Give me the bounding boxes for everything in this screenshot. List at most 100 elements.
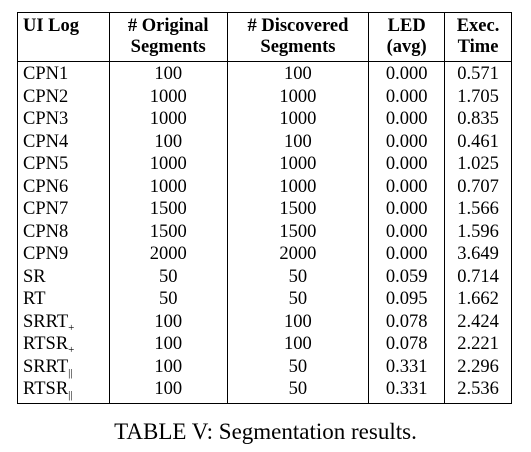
table-row: RT 50 50 0.095 1.662 — [17, 288, 512, 311]
ui-log-name: CPN6 — [23, 176, 69, 197]
cell-original-segments: 100 — [108, 378, 228, 404]
table-row: SRRT+ 100 100 0.078 2.424 — [17, 310, 512, 334]
cell-ui-log: RT — [17, 288, 110, 311]
header-ui-log: UI Log — [17, 12, 110, 62]
cell-discovered-segments: 1000 — [226, 153, 370, 176]
cell-discovered-segments: 50 — [226, 378, 370, 404]
cell-ui-log: CPN3 — [17, 108, 110, 131]
ui-log-name: CPN2 — [23, 86, 69, 107]
table-row: CPN4 100 100 0.000 0.461 — [17, 130, 512, 153]
table-row: RTSR+ 100 100 0.078 2.221 — [17, 333, 512, 356]
cell-original-segments: 1000 — [108, 108, 228, 131]
cell-led-avg: 0.000 — [368, 85, 446, 108]
cell-led-avg: 0.059 — [368, 265, 446, 288]
header-discovered-line2: Segments — [260, 37, 336, 57]
cell-led-avg: 0.000 — [368, 198, 446, 221]
cell-led-avg: 0.331 — [368, 378, 446, 404]
cell-ui-log: CPN5 — [17, 153, 110, 176]
cell-led-avg: 0.000 — [368, 153, 446, 176]
cell-led-avg: 0.000 — [368, 108, 446, 131]
cell-led-avg: 0.078 — [368, 333, 446, 356]
cell-ui-log: CPN2 — [17, 85, 110, 108]
table-row: CPN7 1500 1500 0.000 1.566 — [17, 198, 512, 221]
cell-original-segments: 100 — [108, 310, 228, 333]
cell-exec-time: 1.566 — [444, 198, 512, 221]
ui-log-subscript: || — [68, 366, 73, 379]
header-discovered-segments: # Discovered Segments — [226, 12, 370, 62]
cell-ui-log: SRRT|| — [17, 355, 110, 379]
cell-exec-time: 1.662 — [444, 288, 512, 311]
header-exec-line2: Time — [457, 37, 499, 57]
table-row: RTSR|| 100 50 0.331 2.536 — [17, 378, 512, 404]
segmentation-results-table: UI Log # Original Segments # Discovered … — [17, 12, 512, 404]
header-exec-time: Exec. Time — [444, 12, 512, 62]
cell-ui-log: CPN7 — [17, 198, 110, 221]
table-row: CPN9 2000 2000 0.000 3.649 — [17, 243, 512, 266]
table-row: CPN1 100 100 0.000 0.571 — [17, 61, 512, 86]
cell-original-segments: 2000 — [108, 243, 228, 266]
table-row: CPN3 1000 1000 0.000 0.835 — [17, 108, 512, 131]
ui-log-name: CPN4 — [23, 131, 69, 152]
ui-log-name: SR — [23, 266, 46, 287]
cell-discovered-segments: 50 — [226, 355, 370, 378]
cell-ui-log: CPN1 — [17, 61, 110, 86]
cell-original-segments: 100 — [108, 333, 228, 356]
cell-discovered-segments: 100 — [226, 333, 370, 356]
cell-discovered-segments: 2000 — [226, 243, 370, 266]
header-original-line1: # Original — [127, 16, 209, 36]
cell-discovered-segments: 1000 — [226, 108, 370, 131]
cell-ui-log: CPN9 — [17, 243, 110, 266]
cell-exec-time: 0.707 — [444, 175, 512, 198]
cell-original-segments: 1000 — [108, 85, 228, 108]
cell-discovered-segments: 50 — [226, 265, 370, 288]
cell-led-avg: 0.000 — [368, 130, 446, 153]
ui-log-subscript: + — [68, 344, 75, 356]
cell-led-avg: 0.078 — [368, 310, 446, 333]
table-row: CPN8 1500 1500 0.000 1.596 — [17, 220, 512, 243]
ui-log-subscript: || — [68, 389, 73, 401]
cell-original-segments: 100 — [108, 61, 228, 86]
cell-ui-log: RTSR|| — [17, 378, 110, 404]
ui-log-name: CPN5 — [23, 154, 69, 174]
cell-ui-log: SRRT+ — [17, 310, 110, 334]
table-row: CPN2 1000 1000 0.000 1.705 — [17, 85, 512, 108]
cell-led-avg: 0.000 — [368, 243, 446, 266]
cell-original-segments: 100 — [108, 355, 228, 378]
cell-discovered-segments: 50 — [226, 288, 370, 311]
table-row: CPN5 1000 1000 0.000 1.025 — [17, 153, 512, 176]
header-discovered-line1: # Discovered — [247, 16, 349, 36]
header-original-segments: # Original Segments — [108, 12, 228, 62]
ui-log-name: CPN9 — [23, 244, 69, 264]
cell-ui-log: CPN8 — [17, 220, 110, 243]
cell-led-avg: 0.095 — [368, 288, 446, 311]
cell-ui-log: CPN4 — [17, 130, 110, 153]
cell-discovered-segments: 100 — [226, 130, 370, 153]
results-table-container: UI Log # Original Segments # Discovered … — [17, 12, 512, 404]
cell-exec-time: 2.221 — [444, 333, 512, 356]
cell-led-avg: 0.331 — [368, 355, 446, 378]
ui-log-name: RTSR — [23, 379, 69, 399]
table-row: SR 50 50 0.059 0.714 — [17, 265, 512, 288]
ui-log-subscript: + — [68, 321, 75, 334]
cell-original-segments: 50 — [108, 288, 228, 311]
cell-original-segments: 50 — [108, 265, 228, 288]
ui-log-name: CPN7 — [23, 199, 69, 219]
header-row: UI Log # Original Segments # Discovered … — [17, 12, 512, 62]
cell-exec-time: 0.835 — [444, 108, 512, 131]
cell-ui-log: CPN6 — [17, 175, 110, 198]
header-led-line2: (avg) — [386, 37, 427, 57]
header-original-line2: Segments — [130, 37, 206, 57]
ui-log-name: RTSR — [23, 334, 69, 354]
cell-exec-time: 0.571 — [444, 61, 512, 86]
ui-log-name: CPN1 — [23, 64, 69, 84]
table-caption: TABLE V: Segmentation results. — [114, 419, 417, 444]
ui-log-name: RT — [23, 289, 46, 309]
cell-ui-log: SR — [17, 265, 110, 288]
cell-led-avg: 0.000 — [368, 175, 446, 198]
cell-discovered-segments: 1000 — [226, 175, 370, 198]
cell-exec-time: 0.461 — [444, 130, 512, 153]
ui-log-name: SRRT — [23, 356, 69, 377]
ui-log-name: CPN8 — [23, 221, 69, 242]
cell-original-segments: 100 — [108, 130, 228, 153]
cell-original-segments: 1500 — [108, 198, 228, 221]
